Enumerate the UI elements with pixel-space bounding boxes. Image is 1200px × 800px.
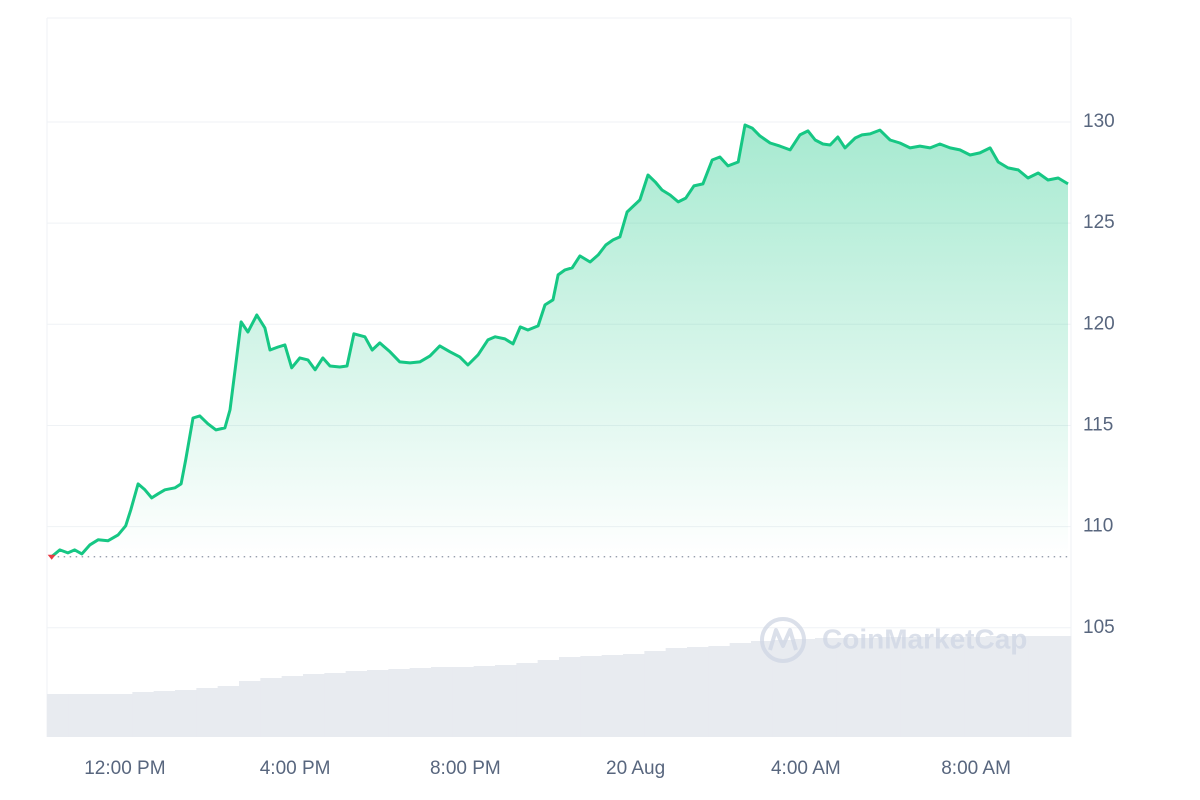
volume-bar bbox=[836, 638, 858, 737]
volume-bar bbox=[964, 637, 986, 737]
volume-bar bbox=[473, 666, 496, 737]
volume-bar bbox=[367, 670, 389, 737]
volume-bar bbox=[132, 692, 154, 737]
volume-bar bbox=[985, 636, 1008, 737]
area-fill bbox=[51, 125, 1068, 557]
y-tick-label: 105 bbox=[1083, 617, 1115, 638]
volume-bar bbox=[580, 656, 602, 737]
volume-bar bbox=[623, 654, 645, 737]
volume-bar bbox=[665, 648, 688, 737]
price-line bbox=[50, 123, 1069, 558]
volume-bar bbox=[857, 638, 880, 737]
volume-bar bbox=[217, 686, 240, 737]
volume-bar bbox=[89, 694, 112, 737]
baseline-marker bbox=[47, 554, 56, 560]
volume-bar bbox=[708, 646, 730, 737]
volume-bar bbox=[687, 647, 709, 737]
volume-bar bbox=[1049, 636, 1072, 737]
volume-bar bbox=[175, 690, 197, 737]
y-tick-label: 120 bbox=[1083, 313, 1115, 334]
volume-bar bbox=[644, 651, 666, 737]
volume-bar bbox=[943, 637, 965, 737]
y-tick-label: 110 bbox=[1083, 516, 1113, 537]
volume-bar bbox=[303, 674, 325, 737]
y-tick-label: 130 bbox=[1083, 111, 1115, 132]
volume-bar bbox=[815, 638, 837, 737]
x-tick-label: 12:00 PM bbox=[84, 758, 165, 779]
volume-bar bbox=[196, 688, 218, 737]
watermark: CoinMarketCap bbox=[760, 617, 1027, 663]
volume-bar bbox=[281, 676, 304, 737]
volume-bar bbox=[68, 694, 90, 737]
volume-bar bbox=[751, 641, 773, 737]
volume-bar bbox=[1028, 636, 1050, 737]
x-tick-label: 8:00 AM bbox=[941, 758, 1011, 779]
volume-bar bbox=[153, 691, 176, 737]
x-tick-label: 8:00 PM bbox=[430, 758, 501, 779]
y-tick-label: 125 bbox=[1083, 212, 1115, 233]
volume-bar bbox=[431, 667, 453, 737]
plot-layer bbox=[47, 123, 1071, 560]
volume-bar bbox=[537, 660, 560, 737]
volume-bar bbox=[900, 637, 922, 737]
volume-bar bbox=[1007, 636, 1029, 737]
volume-bar bbox=[879, 637, 901, 737]
volume-bar bbox=[345, 671, 368, 737]
volume-bar bbox=[495, 665, 517, 737]
volume-bar bbox=[239, 681, 261, 737]
watermark-text: CoinMarketCap bbox=[822, 623, 1027, 654]
volume-bar bbox=[111, 694, 133, 737]
volume-bar bbox=[921, 637, 944, 737]
volume-bar bbox=[409, 668, 432, 737]
x-tick-label: 4:00 PM bbox=[260, 758, 331, 779]
volume-bar bbox=[516, 663, 538, 737]
volume-bar bbox=[601, 655, 624, 737]
y-tick-label: 115 bbox=[1083, 414, 1113, 435]
x-tick-label: 4:00 AM bbox=[771, 758, 841, 779]
volume-bar bbox=[324, 673, 346, 737]
volume-bar bbox=[772, 640, 794, 737]
volume-bar bbox=[260, 678, 282, 737]
watermark-logo-mark bbox=[768, 628, 798, 651]
volume-bar bbox=[729, 643, 752, 737]
volume-bar bbox=[452, 667, 474, 737]
volume-bar bbox=[559, 657, 581, 737]
watermark-logo bbox=[760, 617, 806, 663]
volume-bar bbox=[388, 669, 410, 737]
volume-layer bbox=[47, 636, 1072, 737]
x-tick-label: 20 Aug bbox=[606, 758, 665, 779]
volume-bar bbox=[793, 639, 816, 737]
volume-bar bbox=[47, 694, 69, 737]
